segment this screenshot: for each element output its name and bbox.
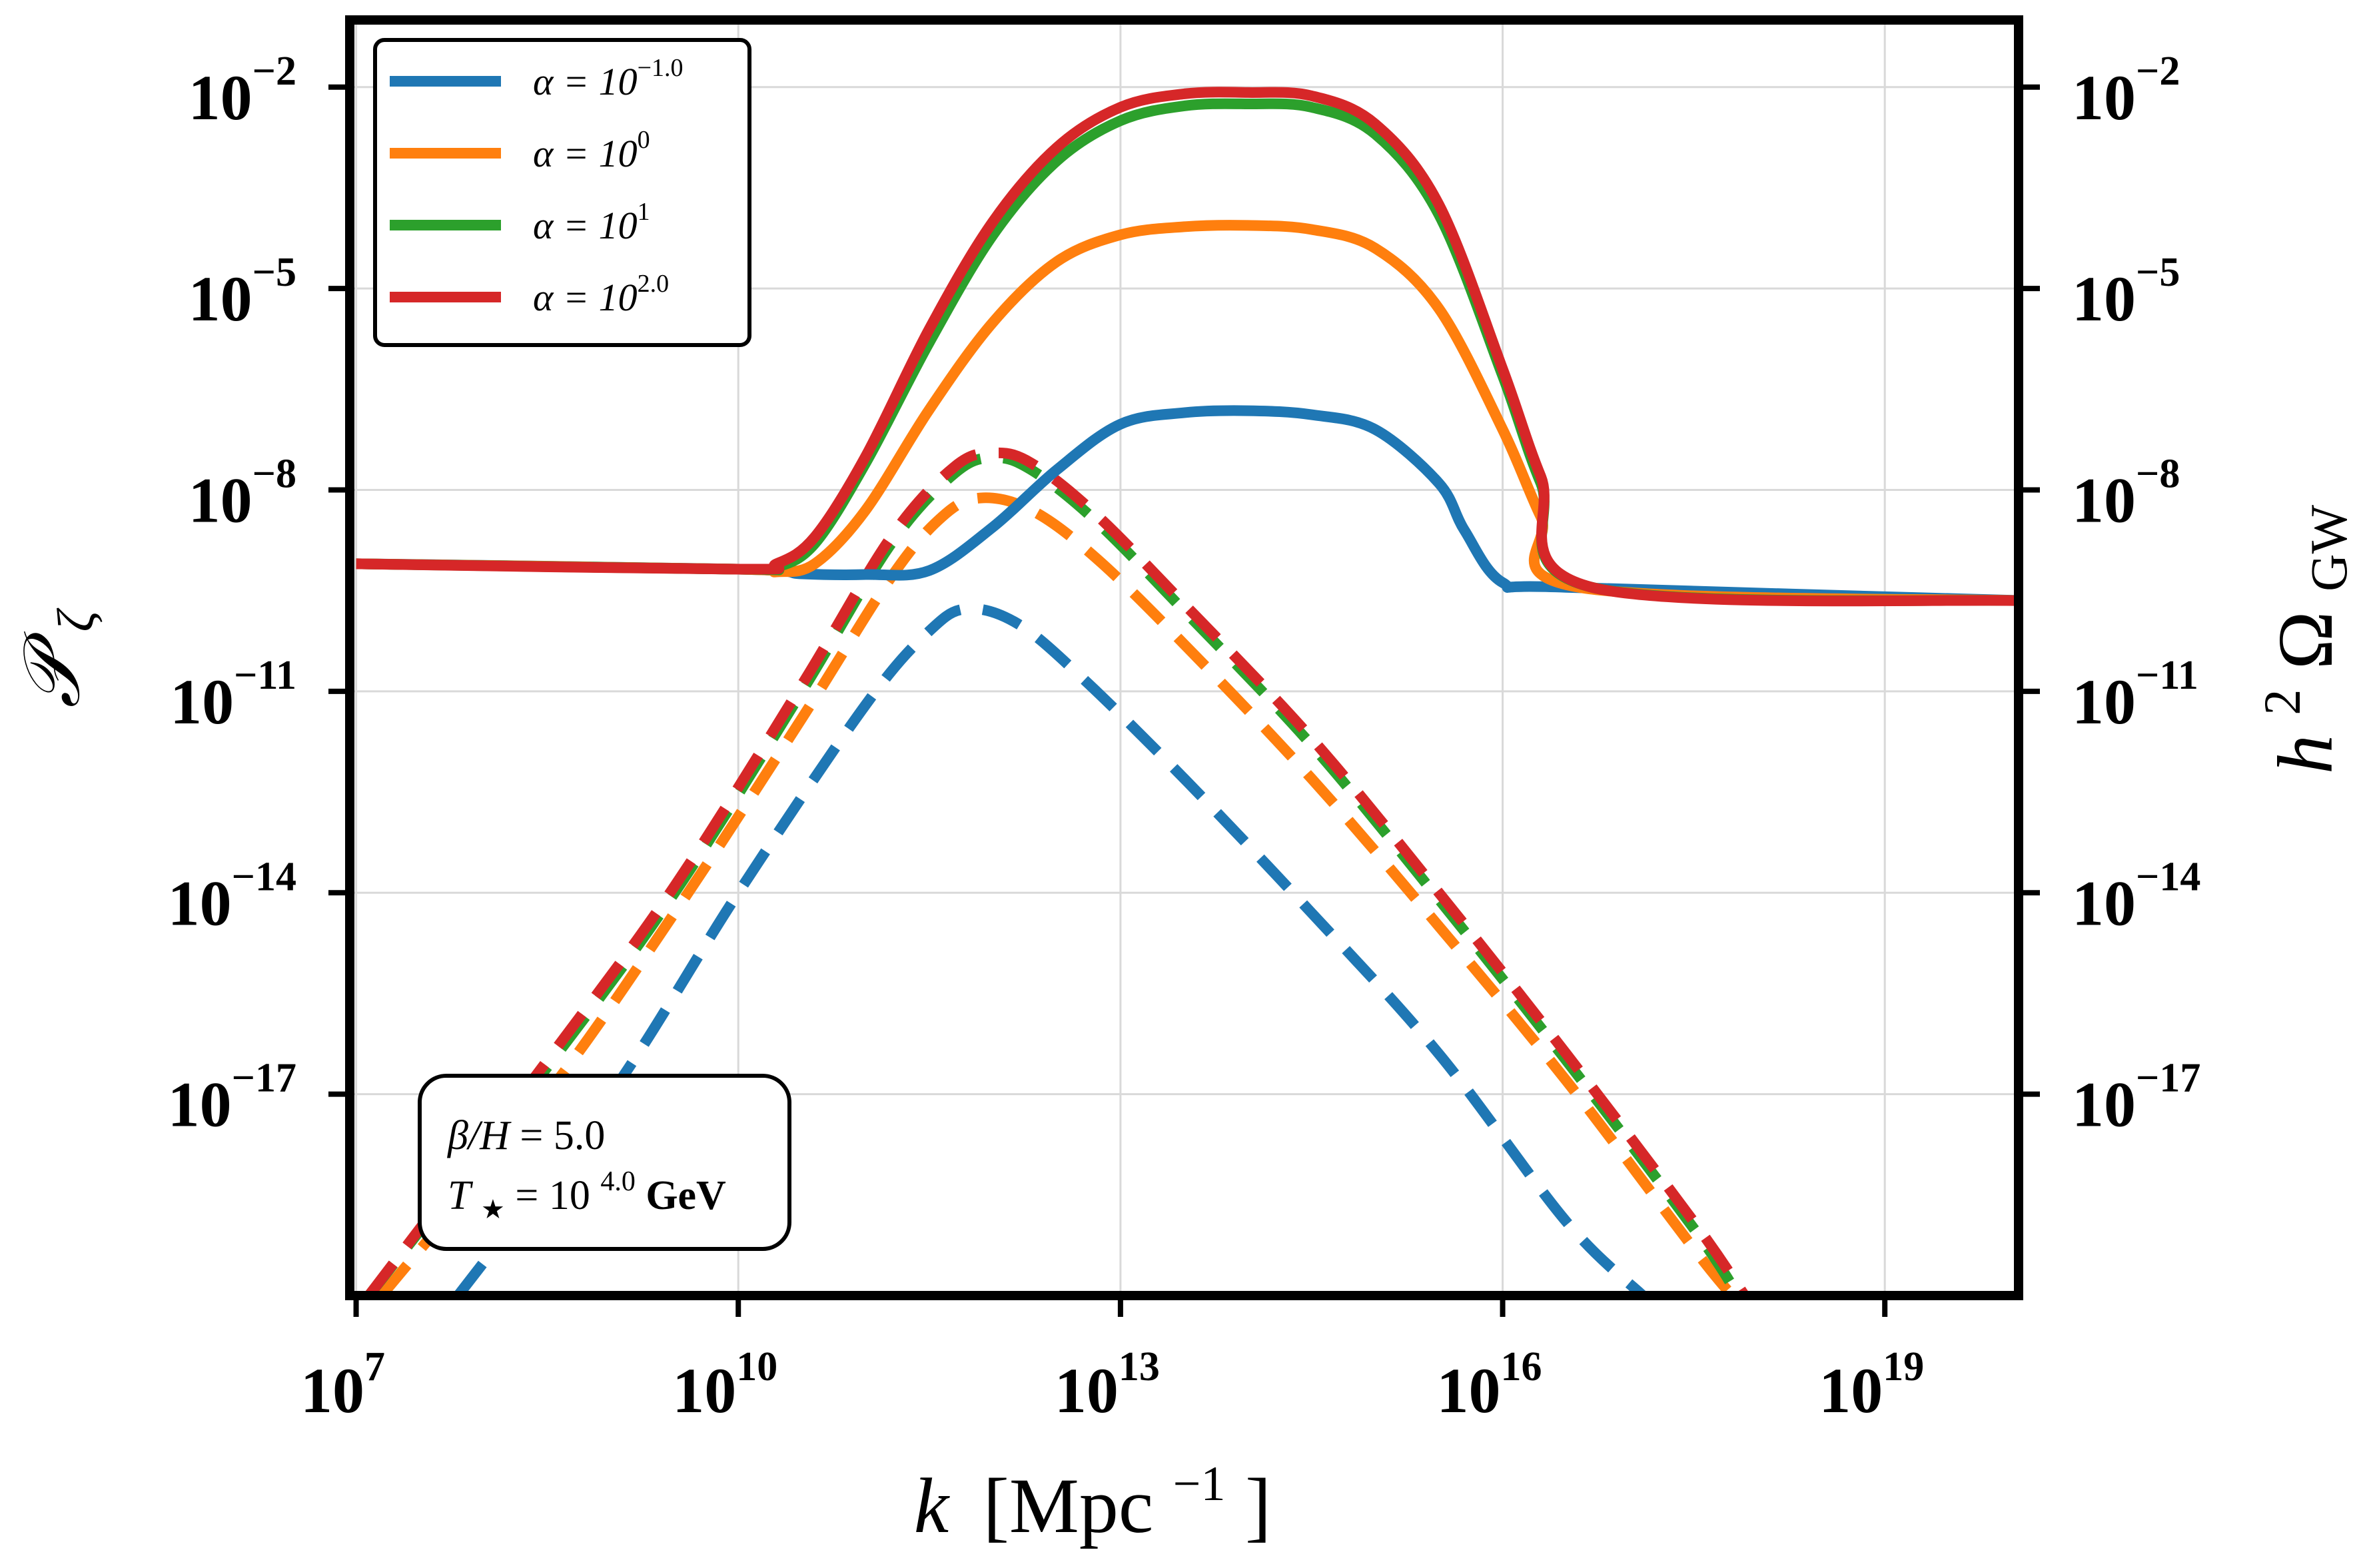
y-tick-label-left: 10−8 — [189, 452, 296, 536]
x-tick-label: 107 — [300, 1344, 385, 1426]
y-tick-label-left: 10−17 — [168, 1056, 296, 1140]
annotation-beta-h: β/H = 5.0 — [447, 1113, 605, 1158]
annotation-box — [418, 1074, 791, 1251]
y-tick-label-right: 10−14 — [2072, 854, 2200, 939]
legend-label-3: α = 102.0 — [533, 270, 669, 319]
legend: α = 10−1.0 α = 100 α = 101 α = 102.0 — [373, 38, 751, 347]
y-axis-label-left: 𝒫 ζ — [9, 608, 105, 709]
plot-frame — [345, 15, 2023, 1300]
omega-gw-line-3 — [364, 447, 1749, 1296]
y-tick-label-left: 10−5 — [189, 250, 296, 334]
x-tick-label: 1013 — [1055, 1344, 1160, 1426]
x-tick-label: 1019 — [1819, 1344, 1924, 1426]
ticks — [328, 84, 2040, 1317]
legend-label-1: α = 100 — [533, 126, 650, 175]
omega-gw-line-1 — [377, 492, 1737, 1296]
x-tick-label: 1016 — [1437, 1344, 1542, 1426]
y-axis-label-right: h 2 Ω GW — [2230, 505, 2358, 775]
parameter-annotation: β/H = 5.0 T ★ = 10 4.0 GeV — [418, 1074, 791, 1251]
y-tick-label-right: 10−5 — [2072, 250, 2180, 334]
y-tick-label-right: 10−8 — [2072, 452, 2180, 536]
y-tick-label-left: 10−11 — [170, 653, 296, 737]
tick-labels: 107 1010 1013 1016 1019 10−2 10−2 10−5 10−5 10−8 1… — [168, 49, 2201, 1426]
curves — [356, 87, 2019, 1296]
legend-label-2: α = 101 — [533, 198, 650, 247]
y-tick-label-right: 10−11 — [2072, 653, 2198, 737]
legend-box — [373, 38, 751, 347]
legend-label-0: α = 10−1.0 — [533, 54, 684, 103]
p-zeta-line-3 — [356, 87, 2019, 607]
omega-gw-line-0 — [454, 603, 1647, 1296]
annotation-temperature: T ★ = 10 4.0 GeV — [448, 1154, 726, 1228]
y-tick-label-right: 10−17 — [2072, 1056, 2200, 1140]
y-tick-label-left: 10−14 — [168, 854, 296, 939]
x-axis-label: k [Mpc −1 ] — [914, 1430, 1272, 1549]
y-tick-label-right: 10−2 — [2072, 49, 2180, 133]
x-tick-label: 1010 — [672, 1344, 777, 1426]
y-tick-label-left: 10−2 — [189, 49, 296, 133]
